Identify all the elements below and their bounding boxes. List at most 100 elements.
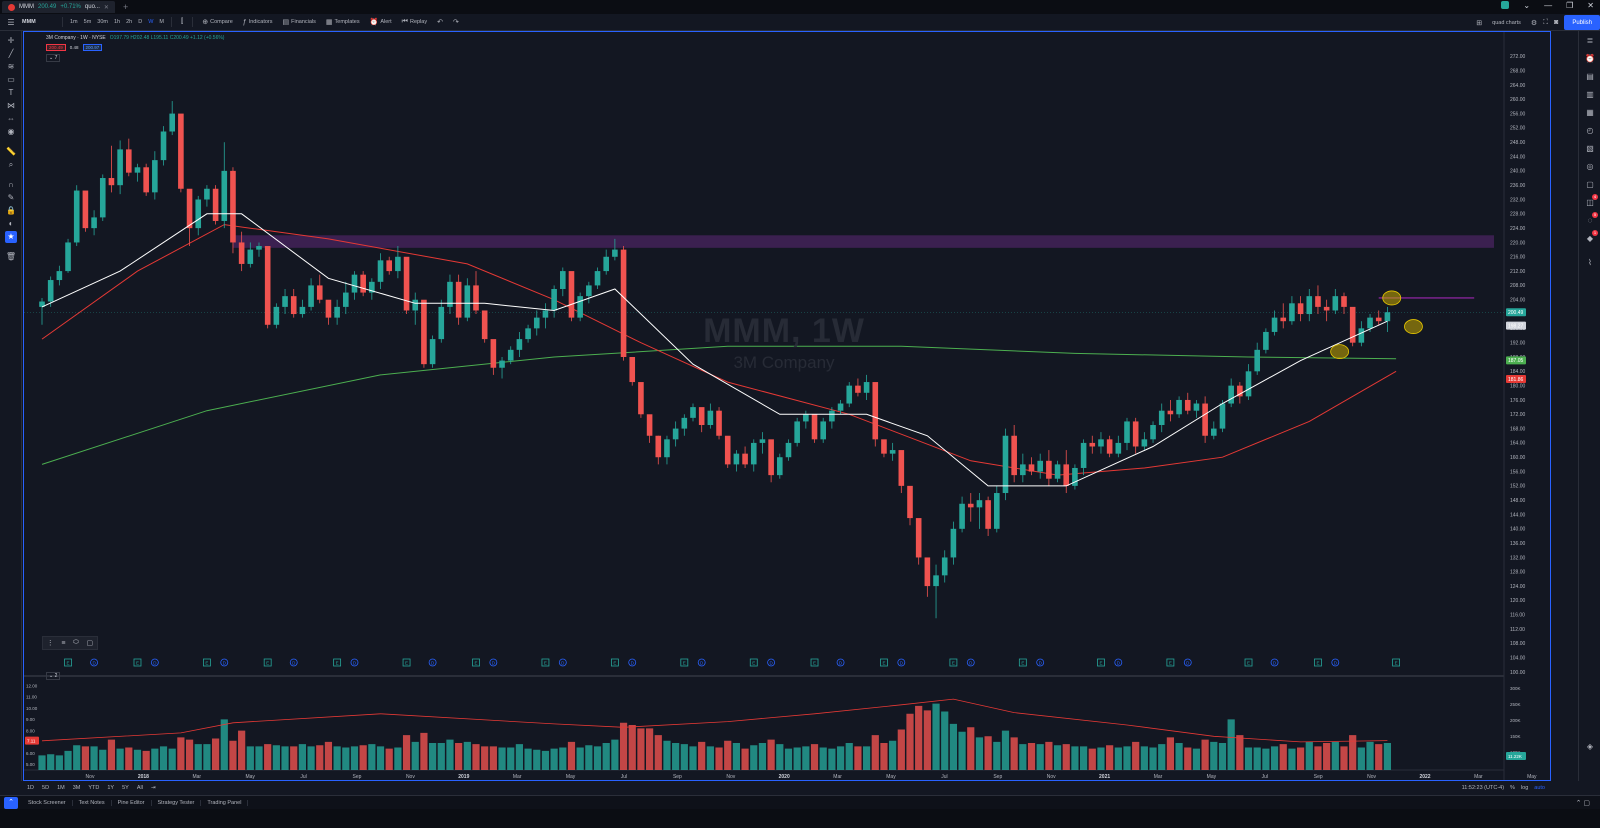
data-window-icon[interactable]: ▤ bbox=[1586, 72, 1594, 81]
chart-type-button[interactable]: ⫿ bbox=[176, 18, 188, 26]
publish-button[interactable]: Publish bbox=[1564, 15, 1600, 30]
log-toggle[interactable]: log bbox=[1520, 785, 1529, 791]
templates-button[interactable]: ▦ Templates bbox=[321, 18, 365, 26]
interval-5m[interactable]: 5m bbox=[83, 19, 92, 25]
price-axis-label: 240.00 bbox=[1510, 169, 1526, 175]
signal-icon[interactable]: ◌ 5 bbox=[1587, 212, 1598, 225]
alert-button[interactable]: ⏰ Alert bbox=[365, 18, 397, 26]
legend-title[interactable]: 3M Company · 1W · NYSE bbox=[46, 35, 106, 41]
buy-price-pill[interactable]: 200.97 bbox=[82, 44, 103, 51]
range-1m[interactable]: 1M bbox=[57, 785, 65, 791]
notifications-icon[interactable]: ◆ 1 bbox=[1586, 230, 1598, 243]
range-3m[interactable]: 3M bbox=[72, 785, 81, 791]
minimize-icon[interactable]: — bbox=[1544, 1, 1553, 10]
financials-button[interactable]: ▤ Financials bbox=[278, 18, 321, 26]
streams-icon[interactable]: ◫ 4 bbox=[1586, 194, 1598, 207]
trend-line-icon[interactable]: ╱ bbox=[8, 49, 14, 58]
tab-pine-editor[interactable]: Pine Editor bbox=[112, 799, 152, 806]
pattern-icon[interactable]: ⋈ bbox=[7, 101, 15, 110]
favorites-icon[interactable]: ★ bbox=[5, 231, 17, 243]
zoom-icon[interactable]: ⌕ bbox=[8, 160, 14, 169]
trash-icon[interactable]: 🗑 bbox=[5, 252, 17, 261]
drag-handle-icon[interactable]: ⋮ bbox=[46, 640, 54, 647]
interval-30m[interactable]: 30m bbox=[97, 19, 108, 25]
measure-range-icon[interactable]: ⇔ bbox=[7, 114, 15, 123]
trend-icon[interactable]: ⌇ bbox=[1588, 258, 1592, 267]
interval-1h[interactable]: 1h bbox=[113, 19, 121, 25]
range-all[interactable]: All bbox=[136, 785, 143, 791]
lightbulb-icon[interactable]: ◎ bbox=[1586, 162, 1594, 171]
menu-icon[interactable]: ☰ bbox=[7, 17, 15, 27]
crosshair-icon[interactable]: ✛ bbox=[7, 36, 15, 45]
interval-1m[interactable]: 1m bbox=[70, 19, 78, 25]
lock-icon[interactable]: 🔒 bbox=[6, 206, 16, 215]
time-axis-label: Mar bbox=[1474, 774, 1483, 780]
layout-name[interactable]: quad charts bbox=[1492, 19, 1521, 26]
range-5y[interactable]: 5Y bbox=[122, 785, 129, 791]
goto-date-icon[interactable]: ⇥ bbox=[150, 785, 156, 791]
fullscreen-icon[interactable]: ⛶ bbox=[1543, 18, 1549, 26]
settings-icon[interactable]: ⚙ bbox=[1530, 19, 1538, 27]
hotlist-icon[interactable]: ▥ bbox=[1586, 90, 1594, 99]
auto-toggle[interactable]: auto bbox=[1534, 785, 1545, 791]
interval-2h[interactable]: 2h bbox=[126, 19, 133, 25]
indicators-collapse-toggle[interactable]: ⌄ 7 bbox=[46, 54, 61, 62]
indicators-button[interactable]: ƒ Indicators bbox=[238, 19, 278, 26]
ideas-icon[interactable]: ◴ bbox=[1586, 126, 1594, 135]
candle-body bbox=[985, 500, 991, 529]
maximize-panel-icon[interactable]: ⌃ ▢ bbox=[1575, 799, 1590, 807]
tab-trading-panel[interactable]: Trading Panel bbox=[201, 799, 249, 806]
maximize-icon[interactable]: ❐ bbox=[1566, 1, 1574, 10]
percent-toggle[interactable]: % bbox=[1510, 785, 1515, 791]
price-axis-label: 100.00 bbox=[1510, 670, 1526, 676]
symbol-search[interactable]: MMM bbox=[22, 19, 36, 25]
range-1d[interactable]: 1D bbox=[27, 785, 35, 791]
replay-button[interactable]: ⏮ Replay bbox=[397, 18, 432, 26]
tab-stock-screener[interactable]: Stock Screener bbox=[22, 799, 73, 806]
volume-collapse-toggle[interactable]: ⌄ 2 bbox=[46, 672, 61, 680]
rectangle-icon[interactable]: ▭ bbox=[7, 75, 15, 84]
alarm-clock-icon[interactable]: ⏰ bbox=[1585, 54, 1595, 63]
tab-text-notes[interactable]: Text Notes bbox=[73, 799, 112, 806]
range-5d[interactable]: 5D bbox=[42, 785, 50, 791]
chat-icon[interactable]: ▢ bbox=[1586, 180, 1594, 189]
candle-body bbox=[1358, 328, 1365, 343]
camera-icon[interactable]: ◙ bbox=[1554, 19, 1559, 26]
fib-icon[interactable]: ≋ bbox=[7, 62, 15, 71]
tab-strategy-tester[interactable]: Strategy Tester bbox=[152, 799, 202, 806]
sell-price-pill[interactable]: 200.49 bbox=[46, 44, 66, 51]
compare-button[interactable]: ⊕ Compare bbox=[197, 18, 238, 26]
account-icon[interactable] bbox=[1501, 1, 1510, 9]
calendar-icon[interactable]: ▦ bbox=[1586, 108, 1594, 117]
chart-tab[interactable]: MMM 200.49 +0.71% quo... ✕ bbox=[2, 1, 115, 13]
magnet-icon[interactable]: ∩ bbox=[8, 180, 14, 189]
interval-m[interactable]: M bbox=[159, 19, 165, 25]
redo-button[interactable]: ↷ bbox=[448, 18, 464, 26]
chart-canvas[interactable]: E D E D E D E D E D E D E D E D E D E D E D E D E D E D E D E D E D E D E D E 2… bbox=[24, 32, 1551, 781]
volume-bar bbox=[1106, 745, 1114, 770]
close-window-icon[interactable]: ✕ bbox=[1587, 1, 1594, 10]
undo-button[interactable]: ↶ bbox=[432, 18, 448, 26]
line-tool-icon[interactable]: ≡ bbox=[61, 639, 66, 647]
interval-d[interactable]: D bbox=[138, 19, 143, 25]
text-icon[interactable]: T bbox=[8, 88, 14, 97]
interval-w[interactable]: W bbox=[148, 19, 154, 25]
ruler-icon[interactable]: 📏 bbox=[6, 147, 16, 156]
pen-icon[interactable]: ✎ bbox=[7, 193, 15, 202]
range-1y[interactable]: 1Y bbox=[107, 785, 115, 791]
eye-icon[interactable]: ◉ bbox=[7, 127, 15, 136]
watchlist-icon[interactable]: ≣ bbox=[1586, 36, 1594, 45]
clock[interactable]: 11:52:23 (UTC-4) bbox=[1461, 785, 1505, 791]
new-tab-icon[interactable]: + bbox=[122, 2, 129, 12]
layout-icon[interactable]: ⊞ bbox=[1476, 19, 1483, 27]
ellipse-tool-icon[interactable]: ⬭ bbox=[73, 639, 79, 646]
chevron-down-icon[interactable]: ⌄ bbox=[1523, 1, 1531, 10]
news-icon[interactable]: ▧ bbox=[1586, 144, 1594, 153]
range-ytd[interactable]: YTD bbox=[88, 785, 100, 791]
visibility-icon[interactable]: ◐ bbox=[8, 219, 14, 228]
close-tab-icon[interactable]: ✕ bbox=[103, 4, 109, 11]
rect-tool-icon[interactable]: ▢ bbox=[86, 640, 94, 647]
panel-toggle-icon[interactable]: ⌃ bbox=[4, 796, 18, 809]
help-icon[interactable]: ◈ bbox=[1586, 742, 1594, 751]
chart-pane[interactable]: E D E D E D E D E D E D E D E D E D E D E D E D E D E D E D E D E D E D E D E 2… bbox=[23, 31, 1551, 781]
